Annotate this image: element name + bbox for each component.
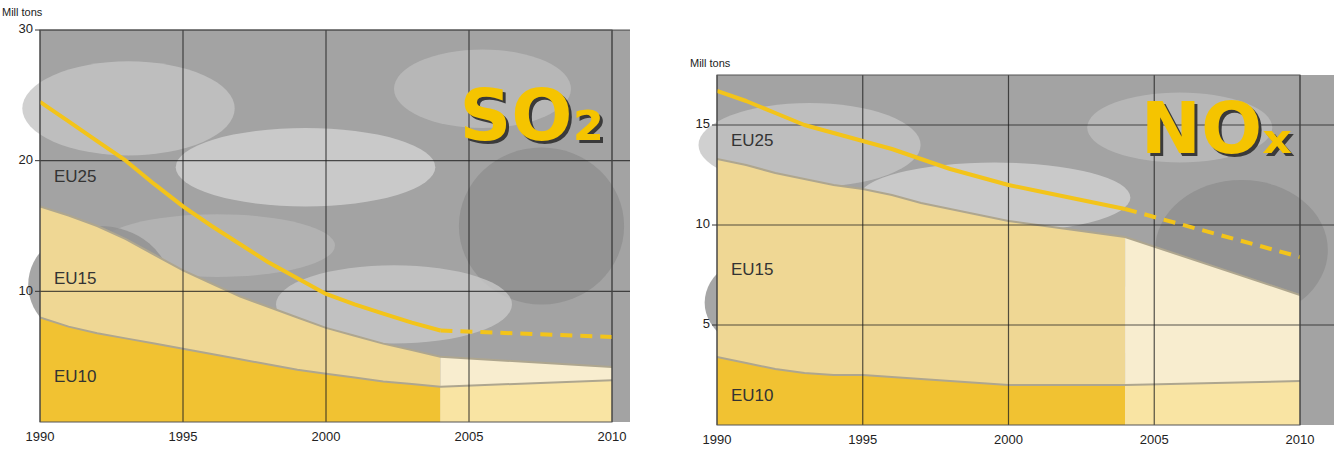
tick-label: 1995 [169, 429, 198, 444]
series-label: EU25 [54, 167, 97, 186]
backdrop [717, 75, 1334, 425]
line [717, 91, 1125, 209]
series-label: EU15 [731, 260, 774, 279]
grid-line [717, 324, 1334, 325]
grid-line [717, 224, 1334, 225]
series-label: EU10 [54, 367, 97, 386]
area [1125, 381, 1300, 425]
tick-label: 1995 [848, 432, 877, 447]
title: SO₂ [459, 73, 604, 157]
grid [717, 75, 1334, 425]
panel: SO₂SO₂EU25EU15EU101020301990199520002005… [2, 6, 630, 444]
tick-mark [712, 125, 717, 126]
tick-mark [35, 291, 40, 292]
tick-label: 2000 [994, 432, 1023, 447]
area [717, 357, 1125, 425]
backdrop-shade [176, 128, 436, 206]
tick-label: 2010 [598, 429, 627, 444]
chart-canvas: SO₂SO₂EU25EU15EU101020301990199520002005… [0, 0, 1339, 454]
tick-label: 2010 [1286, 432, 1315, 447]
photo-backdrop [22, 30, 630, 422]
grid-line [182, 30, 183, 422]
tick-mark [712, 325, 717, 326]
tick-label: 2005 [455, 429, 484, 444]
axis-title: Mill tons [2, 6, 43, 18]
tick-mark [712, 225, 717, 226]
tick-label: 2005 [1140, 432, 1169, 447]
series-label: EU15 [54, 269, 97, 288]
grid-line [862, 75, 863, 425]
tick-label: 10 [19, 283, 33, 298]
grid-line [1008, 75, 1009, 425]
tick-label: 20 [19, 152, 33, 167]
grid [40, 30, 630, 422]
plot-frame [40, 30, 612, 422]
backdrop-shade [22, 61, 234, 155]
tick-label: 2000 [312, 429, 341, 444]
axis-title: Mill tons [690, 57, 731, 69]
plot-frame [717, 75, 1300, 425]
grid-line [40, 291, 630, 292]
tick-label: 1990 [26, 429, 55, 444]
line [40, 102, 440, 331]
tick-label: 1990 [703, 432, 732, 447]
tick-label: 15 [696, 116, 710, 131]
series-label: EU10 [731, 386, 774, 405]
tick-label: 5 [703, 316, 710, 331]
title: NOₓ [1141, 86, 1292, 170]
photo-backdrop [698, 75, 1334, 425]
tick-mark [35, 160, 40, 161]
projection-line [440, 331, 612, 338]
projection-line [1125, 209, 1300, 257]
tick-mark [35, 30, 40, 31]
grid-line [325, 30, 326, 422]
series-label: EU25 [731, 131, 774, 150]
panel: NOₓNOₓEU25EU15EU105101519901995200020052… [690, 57, 1334, 447]
tick-label: 30 [19, 21, 33, 36]
tick-label: 10 [696, 216, 710, 231]
